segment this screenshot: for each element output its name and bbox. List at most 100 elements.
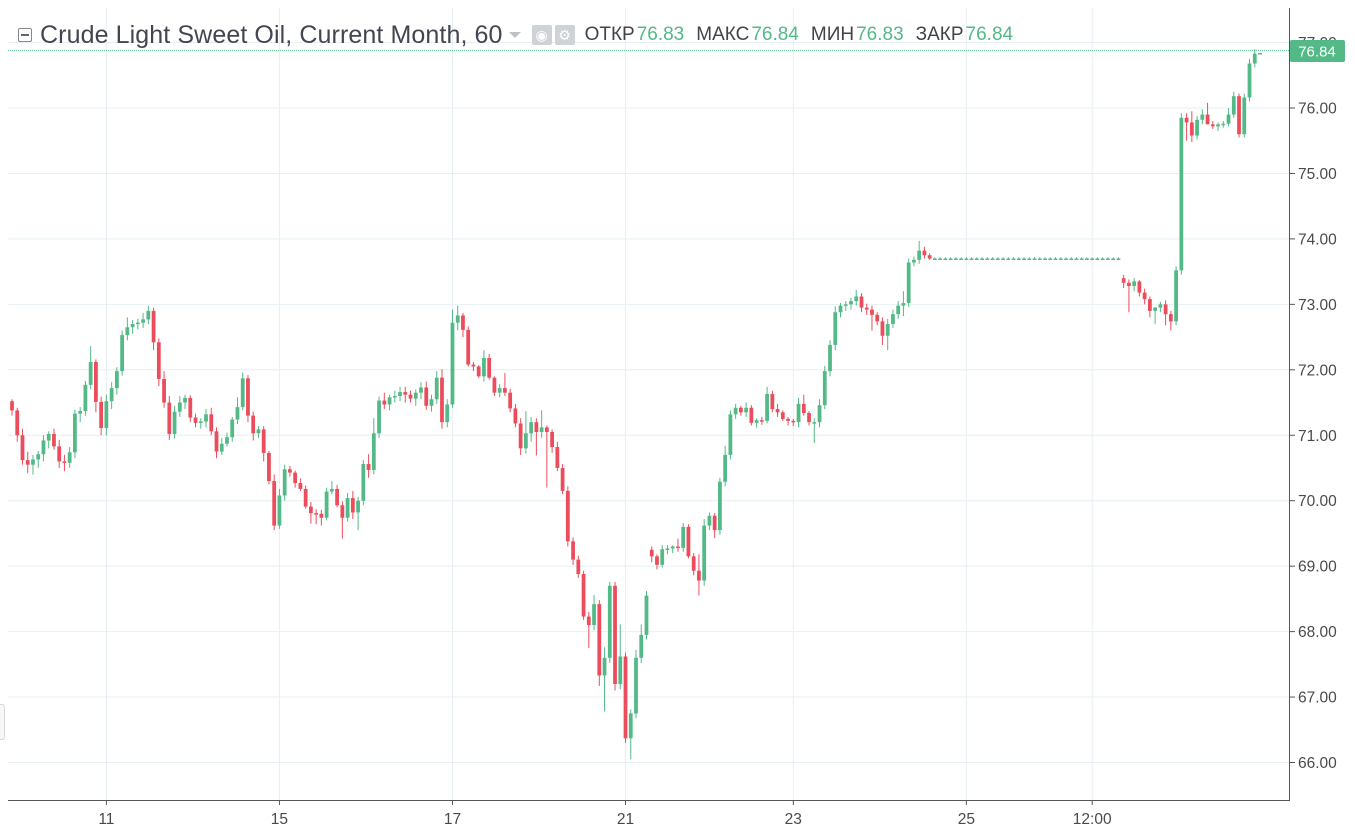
candle-body: [644, 595, 649, 635]
candle: [356, 496, 360, 531]
candle-body: [1064, 258, 1068, 261]
close-label: ЗАКР: [915, 24, 964, 45]
candle-body: [728, 414, 733, 455]
candle: [1111, 257, 1116, 261]
candle: [94, 359, 98, 413]
candle-body: [691, 556, 696, 571]
candle: [1085, 257, 1089, 261]
candle: [728, 410, 733, 460]
candle-body: [104, 401, 109, 429]
candle-body: [875, 314, 880, 322]
candle-body: [576, 559, 581, 575]
candle: [335, 484, 339, 508]
candle: [1237, 93, 1241, 138]
candle-body: [67, 452, 72, 463]
candle-body: [1163, 304, 1168, 315]
candle: [78, 407, 83, 423]
candle-body: [807, 412, 811, 423]
candle-body: [319, 513, 324, 518]
candle: [550, 429, 554, 453]
candle-body: [801, 403, 806, 413]
candle-body: [340, 505, 345, 518]
candle: [52, 428, 56, 450]
candle-body: [392, 395, 397, 398]
candle-body: [1179, 117, 1184, 271]
candle: [670, 545, 675, 554]
candle: [135, 318, 140, 330]
candle: [901, 291, 906, 317]
candle-body: [303, 488, 308, 507]
candle: [1127, 279, 1131, 313]
side-panel-handle[interactable]: [0, 704, 5, 740]
time-axis[interactable]: 11 15 17 21 23 25 12:00: [98, 800, 1112, 828]
candle-body: [434, 377, 439, 400]
candle: [57, 439, 62, 468]
candle-body: [36, 454, 41, 460]
candle-body: [125, 327, 130, 336]
candle-body: [891, 314, 895, 324]
candle-body: [1137, 281, 1142, 293]
time-tick-label: 12:00: [1073, 811, 1112, 828]
candle-body: [225, 437, 229, 444]
candle: [114, 367, 119, 395]
candle-body: [534, 422, 539, 432]
candle: [1163, 300, 1168, 326]
candle: [46, 431, 51, 449]
candle-body: [1074, 258, 1079, 261]
candle: [219, 437, 224, 455]
candle-body: [1111, 258, 1116, 261]
candle-body: [46, 433, 51, 441]
candle: [712, 513, 717, 539]
candle-body: [864, 307, 869, 310]
candle-body: [1016, 258, 1021, 261]
candle: [980, 257, 984, 261]
price-axis[interactable]: 66.00 67.00 68.00 69.00 70.00 71.00 72.00 73.00…: [1290, 35, 1337, 772]
candle-body: [917, 250, 922, 260]
candlestick-series: [10, 49, 1262, 760]
candle-body: [880, 321, 885, 336]
candle-body: [1079, 258, 1084, 261]
candle-body: [508, 392, 513, 409]
candle: [707, 512, 712, 531]
candle-body: [513, 408, 518, 424]
candle-body: [1121, 278, 1126, 283]
candle: [581, 570, 586, 620]
candle: [602, 647, 607, 712]
candle: [906, 258, 911, 307]
candle-body: [120, 335, 125, 372]
candle-body: [1158, 304, 1163, 308]
candle: [288, 466, 292, 477]
symbol-title[interactable]: Crude Light Sweet Oil, Current Month, 60: [40, 20, 503, 49]
candle: [523, 411, 528, 454]
candle: [597, 600, 602, 686]
candle: [503, 373, 507, 396]
candle: [1001, 257, 1005, 261]
candle: [272, 474, 277, 531]
candle: [660, 545, 665, 568]
candle-body: [198, 421, 203, 424]
candle: [817, 399, 822, 428]
candle-body: [602, 657, 607, 676]
candle: [450, 309, 455, 408]
candle-body: [277, 495, 282, 526]
candle-body: [429, 399, 434, 406]
candle: [1200, 109, 1205, 125]
candle: [151, 307, 156, 351]
candle: [497, 384, 502, 398]
candle: [922, 246, 927, 259]
candle-body: [733, 407, 738, 415]
candle: [1174, 266, 1178, 326]
candle: [25, 451, 30, 474]
candle-body: [1011, 258, 1016, 261]
gear-icon[interactable]: ⚙: [554, 25, 575, 45]
candle: [1064, 257, 1068, 261]
chevron-down-icon[interactable]: [508, 32, 521, 38]
candle-body: [240, 378, 245, 408]
price-tick-label: 66.00: [1298, 755, 1337, 772]
eye-icon[interactable]: ◉: [531, 25, 552, 45]
candle: [10, 399, 14, 416]
collapse-legend-button[interactable]: [18, 28, 32, 42]
candle: [896, 301, 901, 319]
candle: [1006, 257, 1011, 261]
